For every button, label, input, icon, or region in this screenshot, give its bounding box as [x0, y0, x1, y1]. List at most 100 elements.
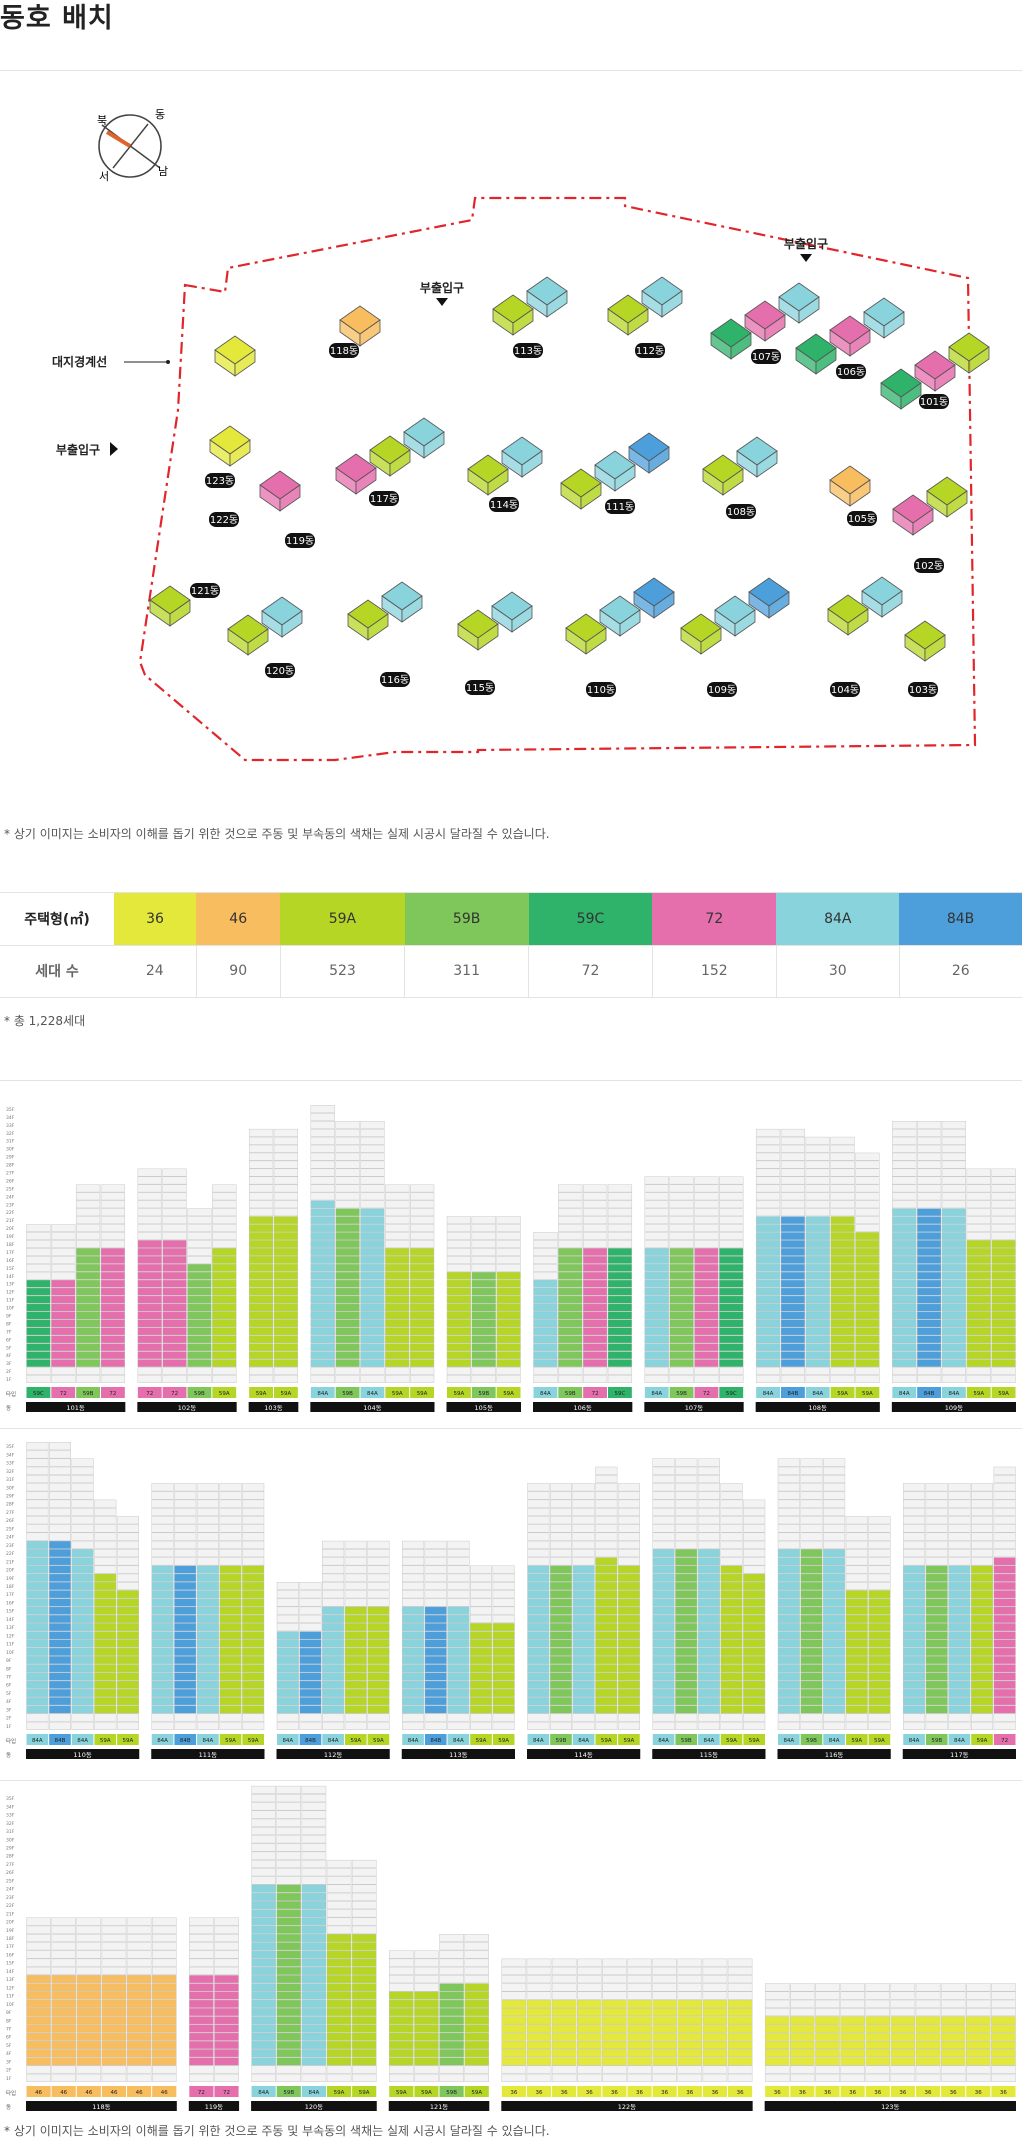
unit-cell — [582, 1216, 608, 1225]
unit-cell — [549, 1499, 573, 1508]
unit-cell — [409, 1343, 435, 1352]
type-chip — [868, 1734, 891, 1745]
unit-cell — [273, 1279, 299, 1288]
unit-cell — [669, 1224, 694, 1232]
unit-cell — [669, 1271, 694, 1280]
floor-label: 31F — [6, 1477, 15, 1483]
unit-cell — [790, 2024, 815, 2033]
unit-cell — [755, 1232, 781, 1240]
unit-cell — [694, 1343, 719, 1352]
unit-cell — [845, 1680, 868, 1689]
unit-cell — [351, 1983, 377, 1992]
unit-cell — [823, 1590, 846, 1599]
unit-cell — [526, 2057, 552, 2066]
unit-cell — [470, 1565, 493, 1574]
unit-cell — [755, 1144, 781, 1153]
unit-cell — [276, 1901, 302, 1910]
floor-label: 20F — [6, 1226, 15, 1232]
unit-cell — [892, 1208, 917, 1217]
unit-cell — [276, 1827, 302, 1836]
unit-cell — [526, 2049, 552, 2058]
unit-cell — [830, 1248, 855, 1256]
unit-cell — [702, 1983, 728, 1992]
unit-cell — [464, 2073, 489, 2082]
unit-cell — [326, 2065, 352, 2074]
unit-cell — [644, 1248, 669, 1256]
unit-cell — [71, 1581, 94, 1591]
floor-label: 5F — [6, 1691, 12, 1697]
unit-cell — [868, 1721, 891, 1730]
unit-cell — [248, 1224, 274, 1232]
unit-cell — [367, 1664, 390, 1673]
unit-cell — [174, 1581, 197, 1591]
unit-cell — [903, 1524, 926, 1533]
building-face — [756, 450, 778, 478]
unit-cell — [551, 2065, 577, 2074]
building-face — [229, 439, 251, 467]
unit-cell — [51, 1279, 76, 1288]
unit-cell — [276, 2049, 302, 2058]
unit-cell — [470, 1606, 493, 1615]
unit-cell — [248, 1176, 274, 1185]
unit-cell — [322, 1721, 345, 1730]
unit-cell — [174, 1664, 197, 1673]
unit-cell — [805, 1367, 830, 1375]
unit-cell — [941, 1128, 967, 1137]
building-face — [934, 364, 956, 392]
unit-cell — [409, 1367, 435, 1375]
unit-cell — [273, 1192, 299, 1201]
unit-cell — [720, 1491, 743, 1500]
unit-cell — [48, 1565, 72, 1574]
type-chip-label: 84B — [788, 1391, 799, 1397]
floor-label: 9F — [6, 2010, 12, 2016]
unit-cell — [187, 1216, 212, 1225]
unit-cell — [242, 1499, 265, 1508]
type-chip — [644, 1387, 669, 1398]
unit-cell — [777, 1705, 800, 1714]
unit-cell — [301, 2024, 327, 2033]
unit-cell — [675, 1458, 698, 1467]
unit-cell — [755, 1136, 781, 1145]
unit-cell — [890, 2065, 916, 2074]
unit-cell — [526, 1983, 552, 1992]
building-face — [511, 605, 533, 633]
unit-cell — [727, 2057, 753, 2066]
unit-cell — [301, 1966, 327, 1975]
unit-cell — [439, 1975, 464, 1984]
dong-row-label: 동 — [6, 1405, 11, 1412]
unit-cell — [273, 1335, 299, 1344]
unit-cell — [697, 1540, 720, 1549]
unit-cell — [367, 1647, 390, 1656]
unit-cell — [916, 1271, 942, 1280]
unit-cell — [126, 2016, 152, 2025]
building-label-113동: 113동 — [513, 343, 543, 358]
unit-cell — [855, 1367, 880, 1375]
unit-cell — [276, 2016, 302, 2025]
unit-cell — [242, 1516, 265, 1525]
unit-cell — [447, 1672, 470, 1681]
unit-cell — [780, 1232, 806, 1240]
unit-cell — [367, 1573, 390, 1582]
unit-cell — [126, 2065, 152, 2074]
unit-cell — [948, 1483, 971, 1492]
unit-cell — [527, 1507, 550, 1516]
unit-cell — [948, 1631, 971, 1640]
unit-cell — [743, 1573, 766, 1582]
unit-cell — [335, 1160, 360, 1169]
unit-cell — [755, 1303, 781, 1312]
unit-cell — [652, 1966, 677, 1975]
unit-cell — [577, 1958, 602, 1967]
unit-cell — [697, 1524, 720, 1533]
unit-cell — [100, 1343, 126, 1352]
unit-cell — [439, 2057, 464, 2066]
building-101동 — [880, 332, 990, 410]
unit-cell — [777, 1697, 800, 1706]
unit-cell — [890, 2024, 916, 2033]
unit-cell — [855, 1152, 880, 1161]
unit-cell — [694, 1351, 719, 1360]
unit-cell — [805, 1248, 830, 1256]
floor-label: 6F — [6, 1683, 12, 1689]
unit-cell — [941, 1216, 967, 1225]
unit-cell — [971, 1647, 994, 1656]
unit-cell — [389, 1991, 414, 2000]
